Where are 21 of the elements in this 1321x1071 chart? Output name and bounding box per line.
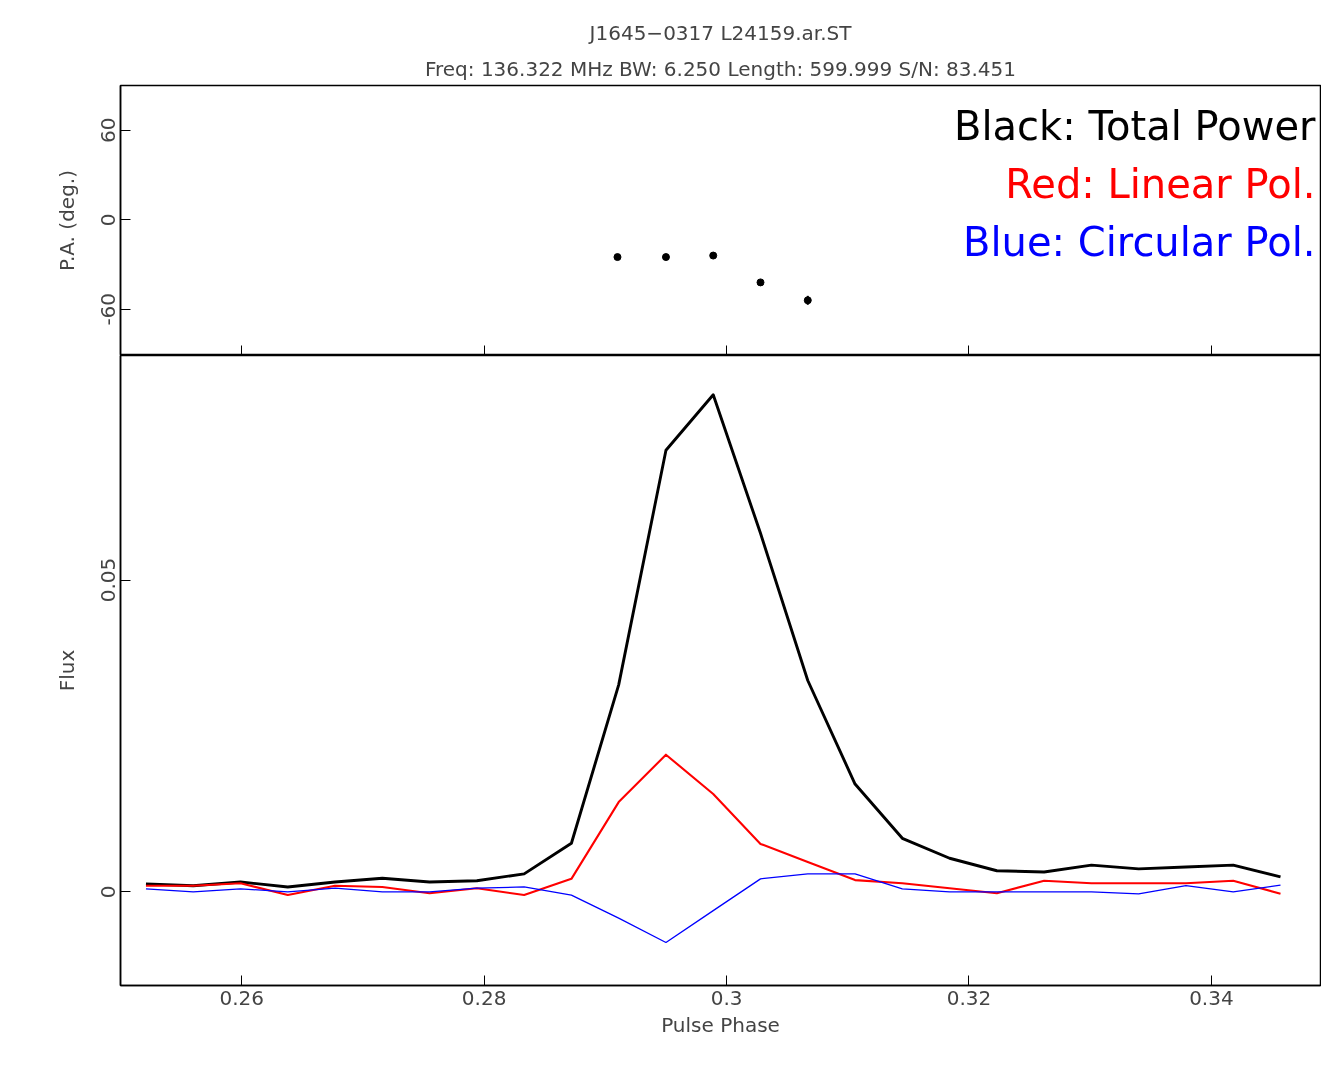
- text: Black: Total Power: [954, 102, 1317, 149]
- y-tick-label: 0.05: [96, 557, 121, 603]
- y-tick-label: 0: [96, 885, 121, 899]
- y-axis-title: Flux: [54, 649, 79, 692]
- y-tick-label: 60: [96, 117, 121, 143]
- y-tick-label: -60: [96, 292, 121, 326]
- x-tick-label: 0.34: [1189, 985, 1234, 1010]
- line-series: [144, 753, 1282, 897]
- line-series: [145, 873, 1282, 944]
- line-series: [144, 393, 1282, 889]
- chart-title: J1645−0317 L24159.ar.ST: [587, 20, 853, 45]
- x-tick-label: 0.32: [946, 985, 992, 1010]
- y-tick-label: 0: [96, 213, 121, 227]
- y-axis-title: P.A. (deg.): [54, 169, 79, 271]
- text: Blue: Circular Pol.: [963, 218, 1316, 265]
- x-tick-label: 0.3: [710, 985, 743, 1010]
- x-axis-title: Pulse Phase: [661, 1012, 780, 1037]
- chart-subtitle: Freq: 136.322 MHz BW: 6.250 Length: 599.999 S/N: 83.451: [424, 56, 1017, 81]
- x-tick-label: 0.26: [219, 985, 264, 1010]
- x-tick-label: 0.28: [461, 985, 507, 1010]
- text: Red: Linear Pol.: [1005, 160, 1316, 207]
